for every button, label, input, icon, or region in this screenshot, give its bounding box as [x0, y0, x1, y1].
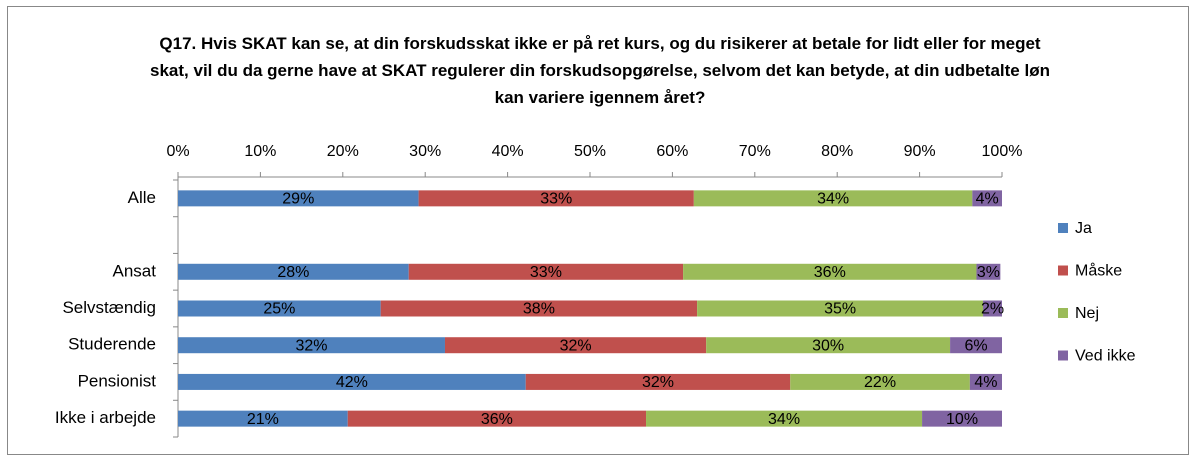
data-label: 6% — [964, 337, 987, 354]
data-label: 33% — [530, 264, 562, 281]
legend-swatch — [1058, 223, 1068, 233]
data-label: 38% — [523, 301, 555, 318]
data-label: 33% — [540, 191, 572, 208]
bar-segment — [922, 410, 1002, 427]
bar-segment — [178, 300, 381, 317]
data-label: 42% — [336, 374, 368, 391]
x-tick-label: 90% — [904, 143, 936, 160]
chart-title: Q17. Hvis SKAT kan se, at din forskudssk… — [150, 34, 1050, 107]
legend-swatch — [1058, 308, 1068, 318]
y-tick-label: Selvstændig — [62, 298, 156, 317]
x-tick-label: 20% — [327, 143, 359, 160]
data-label: 36% — [481, 411, 513, 428]
bar-segment — [178, 263, 409, 280]
data-label: 22% — [864, 374, 896, 391]
y-tick-label: Pensionist — [78, 371, 157, 390]
bar-segment — [178, 373, 526, 390]
legend-label: Nej — [1075, 305, 1099, 322]
y-tick-label: Ikke i arbejde — [55, 408, 156, 427]
data-label: 10% — [946, 411, 978, 428]
data-label: 34% — [768, 411, 800, 428]
legend-label: Ja — [1075, 220, 1092, 237]
bar-segment — [972, 190, 1002, 207]
data-label: 4% — [976, 191, 999, 208]
data-label: 35% — [824, 301, 856, 318]
x-tick-label: 60% — [656, 143, 688, 160]
x-tick-label: 10% — [244, 143, 276, 160]
bar-segment — [706, 337, 951, 354]
bar-segment — [969, 373, 1002, 390]
data-label: 28% — [277, 264, 309, 281]
data-label: 2% — [981, 301, 1004, 318]
data-label: 30% — [812, 337, 844, 354]
data-label: 29% — [282, 191, 314, 208]
x-tick-label: 100% — [982, 143, 1023, 160]
bar-segment — [693, 190, 973, 207]
x-tick-label: 40% — [492, 143, 524, 160]
x-tick-label: 70% — [739, 143, 771, 160]
bar-segment — [697, 300, 984, 317]
bar-segment — [950, 337, 1002, 354]
data-label: 36% — [814, 264, 846, 281]
y-tick-label: Alle — [128, 188, 156, 207]
bar-segment — [178, 337, 445, 354]
bar-segment — [444, 337, 707, 354]
bar-segment — [976, 263, 1001, 280]
legend-swatch — [1058, 265, 1068, 276]
data-label: 4% — [974, 374, 997, 391]
data-label: 25% — [263, 301, 295, 318]
bar-segment — [347, 410, 647, 427]
x-tick-label: 50% — [574, 143, 606, 160]
x-tick-label: 30% — [409, 143, 441, 160]
bar-segment — [418, 190, 694, 207]
bar-segment — [178, 190, 419, 207]
x-tick-label: 0% — [166, 143, 189, 160]
bar-segment — [983, 300, 1002, 317]
bar-segment — [178, 410, 348, 427]
data-label: 21% — [247, 411, 279, 428]
bar-segment — [790, 373, 970, 390]
bar-segment — [646, 410, 923, 427]
bar-segment — [525, 373, 791, 390]
y-tick-label: Studerende — [68, 335, 156, 354]
bar-segment — [408, 263, 684, 280]
data-label: 32% — [560, 337, 592, 354]
data-label: 32% — [642, 374, 674, 391]
legend-swatch — [1058, 350, 1068, 361]
legend-label: Måske — [1075, 262, 1122, 280]
y-tick-label: Ansat — [113, 261, 157, 280]
data-label: 32% — [295, 337, 327, 354]
legend-label: Ved ikke — [1075, 348, 1136, 365]
bar-segment — [683, 263, 977, 280]
bar-segment — [380, 300, 698, 317]
data-label: 34% — [817, 191, 849, 208]
x-tick-label: 80% — [821, 143, 853, 160]
data-label: 3% — [977, 264, 1000, 281]
